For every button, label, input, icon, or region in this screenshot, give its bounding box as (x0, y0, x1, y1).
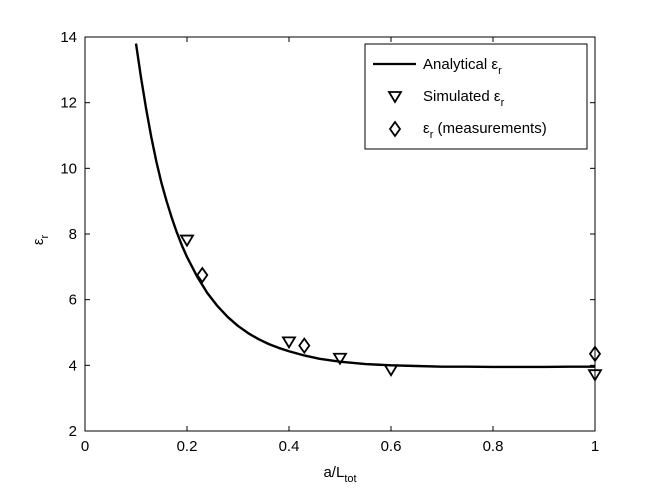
legend-label-analytical-sub: r (498, 65, 502, 77)
measurement-point (196, 266, 209, 284)
x-tick-label: 1 (591, 438, 599, 455)
x-axis-label-main: a/L (323, 464, 344, 481)
y-axis-label-sub: r (39, 234, 51, 238)
y-tick-label: 4 (69, 357, 77, 374)
legend: Analytical εr Simulated εr εr (measureme… (364, 43, 588, 150)
x-tick-label: 0.4 (279, 438, 300, 455)
measurement-point (298, 337, 311, 355)
x-axis-label-sub: tot (344, 473, 356, 485)
y-tick-label: 2 (69, 423, 77, 440)
y-tick-label: 14 (60, 29, 77, 46)
legend-label-measurements-main: ε (423, 120, 430, 137)
legend-label-analytical-main: Analytical ε (423, 56, 498, 73)
simulated-point (383, 364, 399, 378)
legend-label-measurements: εr (measurements) (423, 120, 547, 141)
simulated-point (281, 336, 297, 350)
analytical-curve (134, 43, 595, 369)
legend-label-simulated-main: Simulated ε (423, 88, 501, 105)
legend-label-analytical: Analytical εr (423, 56, 502, 77)
y-tick-label: 10 (60, 160, 77, 177)
x-tick-label: 0.6 (381, 438, 402, 455)
legend-label-simulated: Simulated εr (423, 88, 505, 109)
y-tick-label: 12 (60, 95, 77, 112)
legend-box (364, 43, 588, 150)
legend-marker-simulated (387, 91, 403, 104)
legend-label-measurements-sub: r (430, 129, 434, 141)
y-tick-label: 6 (69, 292, 77, 309)
simulated-point (332, 352, 348, 366)
x-tick-label: 0 (81, 438, 89, 455)
simulated-point (179, 234, 195, 248)
y-tick-label: 8 (69, 226, 77, 243)
legend-label-measurements-tail: (measurements) (433, 120, 546, 137)
y-axis-label: εr (30, 234, 51, 245)
legend-marker-measurements (388, 120, 402, 138)
x-axis-label: a/Ltot (323, 464, 356, 485)
plot-frame (84, 36, 596, 432)
plot-content (134, 43, 603, 382)
y-axis-label-main: ε (30, 238, 47, 245)
legend-label-simulated-sub: r (501, 97, 505, 109)
x-tick-label: 0.8 (483, 438, 504, 455)
x-tick-label: 0.2 (177, 438, 198, 455)
